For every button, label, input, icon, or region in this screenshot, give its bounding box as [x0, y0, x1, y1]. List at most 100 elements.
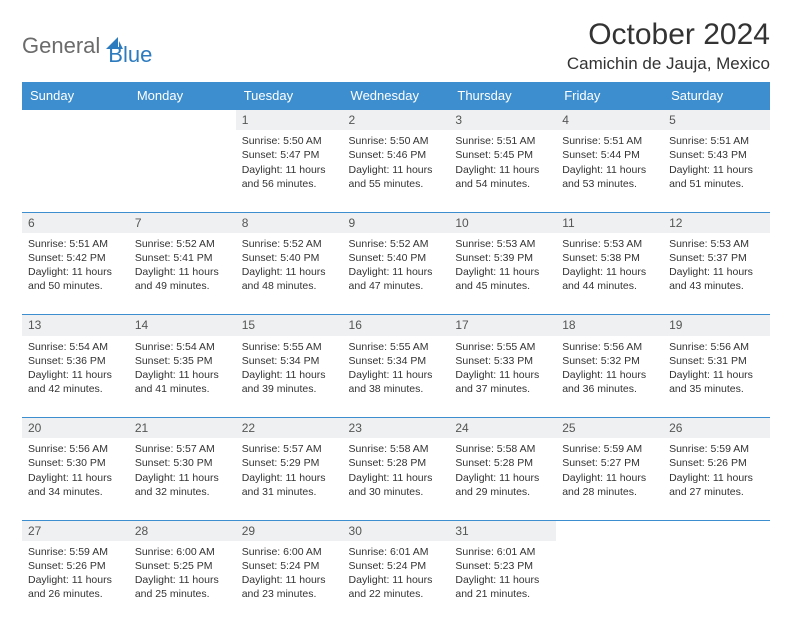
day-data-cell	[129, 130, 236, 212]
sunrise-text: Sunrise: 5:52 AM	[242, 237, 337, 251]
sunset-text: Sunset: 5:23 PM	[455, 559, 550, 573]
sunset-text: Sunset: 5:46 PM	[349, 148, 444, 162]
day-number-cell	[663, 520, 770, 541]
day-number-cell: 13	[22, 315, 129, 336]
day-data-cell: Sunrise: 5:57 AMSunset: 5:29 PMDaylight:…	[236, 438, 343, 520]
day-data-cell: Sunrise: 5:52 AMSunset: 5:40 PMDaylight:…	[343, 233, 450, 315]
day-data-cell: Sunrise: 5:50 AMSunset: 5:47 PMDaylight:…	[236, 130, 343, 212]
sunrise-text: Sunrise: 5:51 AM	[455, 134, 550, 148]
sunset-text: Sunset: 5:25 PM	[135, 559, 230, 573]
day-data-cell: Sunrise: 6:00 AMSunset: 5:25 PMDaylight:…	[129, 541, 236, 623]
day-data-cell: Sunrise: 5:56 AMSunset: 5:31 PMDaylight:…	[663, 336, 770, 418]
day-data-cell: Sunrise: 5:50 AMSunset: 5:46 PMDaylight:…	[343, 130, 450, 212]
day-number-row: 2728293031	[22, 520, 770, 541]
day-number-cell: 28	[129, 520, 236, 541]
sunset-text: Sunset: 5:30 PM	[135, 456, 230, 470]
header: General Blue October 2024 Camichin de Ja…	[22, 18, 770, 74]
day-data-row: Sunrise: 5:59 AMSunset: 5:26 PMDaylight:…	[22, 541, 770, 623]
day-number-cell: 12	[663, 212, 770, 233]
weekday-header: Friday	[556, 82, 663, 110]
day-data-row: Sunrise: 5:54 AMSunset: 5:36 PMDaylight:…	[22, 336, 770, 418]
daylight-text: Daylight: 11 hours and 21 minutes.	[455, 573, 550, 601]
weekday-header: Wednesday	[343, 82, 450, 110]
daylight-text: Daylight: 11 hours and 44 minutes.	[562, 265, 657, 293]
location-label: Camichin de Jauja, Mexico	[567, 54, 770, 74]
daylight-text: Daylight: 11 hours and 32 minutes.	[135, 471, 230, 499]
day-data-cell: Sunrise: 5:51 AMSunset: 5:45 PMDaylight:…	[449, 130, 556, 212]
day-data-cell: Sunrise: 5:53 AMSunset: 5:38 PMDaylight:…	[556, 233, 663, 315]
sunset-text: Sunset: 5:38 PM	[562, 251, 657, 265]
daylight-text: Daylight: 11 hours and 34 minutes.	[28, 471, 123, 499]
day-data-cell: Sunrise: 5:55 AMSunset: 5:33 PMDaylight:…	[449, 336, 556, 418]
sunset-text: Sunset: 5:43 PM	[669, 148, 764, 162]
sunset-text: Sunset: 5:42 PM	[28, 251, 123, 265]
daylight-text: Daylight: 11 hours and 27 minutes.	[669, 471, 764, 499]
day-data-cell: Sunrise: 5:58 AMSunset: 5:28 PMDaylight:…	[343, 438, 450, 520]
day-data-cell	[22, 130, 129, 212]
day-data-cell: Sunrise: 5:57 AMSunset: 5:30 PMDaylight:…	[129, 438, 236, 520]
day-data-cell: Sunrise: 5:54 AMSunset: 5:36 PMDaylight:…	[22, 336, 129, 418]
sunrise-text: Sunrise: 5:55 AM	[242, 340, 337, 354]
daylight-text: Daylight: 11 hours and 26 minutes.	[28, 573, 123, 601]
day-data-cell: Sunrise: 5:58 AMSunset: 5:28 PMDaylight:…	[449, 438, 556, 520]
day-number-cell: 30	[343, 520, 450, 541]
day-data-cell: Sunrise: 5:52 AMSunset: 5:41 PMDaylight:…	[129, 233, 236, 315]
sunrise-text: Sunrise: 5:55 AM	[349, 340, 444, 354]
weekday-header: Tuesday	[236, 82, 343, 110]
day-number-cell: 29	[236, 520, 343, 541]
day-data-cell: Sunrise: 5:56 AMSunset: 5:32 PMDaylight:…	[556, 336, 663, 418]
sunset-text: Sunset: 5:26 PM	[28, 559, 123, 573]
sunset-text: Sunset: 5:24 PM	[349, 559, 444, 573]
day-data-cell	[663, 541, 770, 623]
daylight-text: Daylight: 11 hours and 50 minutes.	[28, 265, 123, 293]
daylight-text: Daylight: 11 hours and 41 minutes.	[135, 368, 230, 396]
sunrise-text: Sunrise: 5:51 AM	[669, 134, 764, 148]
daylight-text: Daylight: 11 hours and 28 minutes.	[562, 471, 657, 499]
sunset-text: Sunset: 5:40 PM	[349, 251, 444, 265]
logo: General Blue	[22, 18, 152, 68]
day-number-cell: 7	[129, 212, 236, 233]
sunset-text: Sunset: 5:33 PM	[455, 354, 550, 368]
day-data-cell: Sunrise: 5:51 AMSunset: 5:42 PMDaylight:…	[22, 233, 129, 315]
day-data-cell: Sunrise: 5:59 AMSunset: 5:26 PMDaylight:…	[22, 541, 129, 623]
daylight-text: Daylight: 11 hours and 45 minutes.	[455, 265, 550, 293]
day-data-cell: Sunrise: 6:01 AMSunset: 5:23 PMDaylight:…	[449, 541, 556, 623]
logo-text-blue: Blue	[108, 42, 152, 67]
sunrise-text: Sunrise: 5:53 AM	[455, 237, 550, 251]
sunset-text: Sunset: 5:30 PM	[28, 456, 123, 470]
sunrise-text: Sunrise: 5:59 AM	[28, 545, 123, 559]
sunrise-text: Sunrise: 5:57 AM	[135, 442, 230, 456]
day-number-cell: 27	[22, 520, 129, 541]
sunset-text: Sunset: 5:47 PM	[242, 148, 337, 162]
day-number-cell: 3	[449, 110, 556, 131]
weekday-header: Saturday	[663, 82, 770, 110]
sunset-text: Sunset: 5:41 PM	[135, 251, 230, 265]
day-data-cell: Sunrise: 5:56 AMSunset: 5:30 PMDaylight:…	[22, 438, 129, 520]
daylight-text: Daylight: 11 hours and 36 minutes.	[562, 368, 657, 396]
day-number-cell: 18	[556, 315, 663, 336]
sunrise-text: Sunrise: 5:50 AM	[349, 134, 444, 148]
daylight-text: Daylight: 11 hours and 47 minutes.	[349, 265, 444, 293]
sunrise-text: Sunrise: 5:51 AM	[562, 134, 657, 148]
daylight-text: Daylight: 11 hours and 53 minutes.	[562, 163, 657, 191]
daylight-text: Daylight: 11 hours and 22 minutes.	[349, 573, 444, 601]
day-data-cell: Sunrise: 5:53 AMSunset: 5:39 PMDaylight:…	[449, 233, 556, 315]
sunrise-text: Sunrise: 5:52 AM	[135, 237, 230, 251]
sunrise-text: Sunrise: 5:57 AM	[242, 442, 337, 456]
day-number-cell: 25	[556, 418, 663, 439]
sunset-text: Sunset: 5:31 PM	[669, 354, 764, 368]
day-number-row: 20212223242526	[22, 418, 770, 439]
sunrise-text: Sunrise: 5:56 AM	[28, 442, 123, 456]
sunrise-text: Sunrise: 5:50 AM	[242, 134, 337, 148]
day-number-row: 6789101112	[22, 212, 770, 233]
daylight-text: Daylight: 11 hours and 56 minutes.	[242, 163, 337, 191]
day-number-cell: 11	[556, 212, 663, 233]
sunrise-text: Sunrise: 5:53 AM	[562, 237, 657, 251]
sunrise-text: Sunrise: 6:00 AM	[135, 545, 230, 559]
sunrise-text: Sunrise: 6:01 AM	[349, 545, 444, 559]
title-block: October 2024 Camichin de Jauja, Mexico	[567, 18, 770, 74]
day-data-cell: Sunrise: 5:55 AMSunset: 5:34 PMDaylight:…	[343, 336, 450, 418]
day-number-cell: 31	[449, 520, 556, 541]
day-number-cell: 19	[663, 315, 770, 336]
sunrise-text: Sunrise: 5:59 AM	[669, 442, 764, 456]
